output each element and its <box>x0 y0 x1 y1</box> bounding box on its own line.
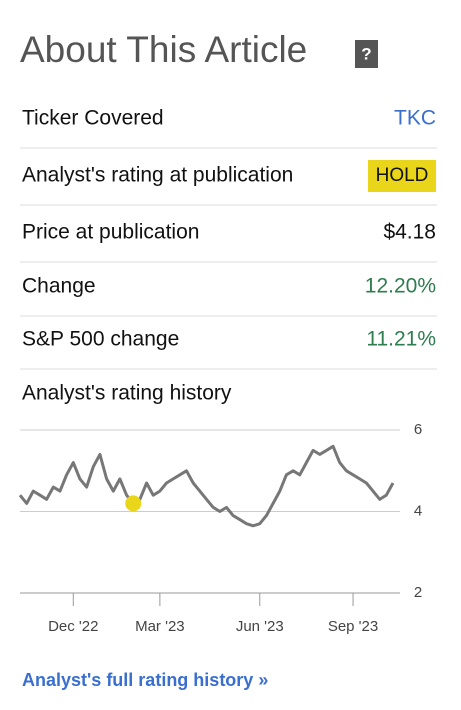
help-icon[interactable] <box>355 40 378 68</box>
row-label: S&P 500 change <box>22 328 179 351</box>
rating-line <box>18 444 395 528</box>
y-tick-label: 6 <box>414 421 422 438</box>
chart-title: Analyst's rating history <box>22 382 232 405</box>
y-tick-label: 2 <box>414 584 422 601</box>
row-value: 11.21% <box>366 328 436 351</box>
row-value: HOLD <box>376 165 429 186</box>
x-tick-label: Mar '23 <box>135 618 185 635</box>
rating-badge <box>368 160 436 192</box>
x-tick-label: Jun '23 <box>236 618 284 635</box>
row-label: Price at publication <box>22 221 199 244</box>
row-value: TKC <box>394 107 436 130</box>
y-tick-label: 4 <box>414 502 422 519</box>
help-icon-glyph: ? <box>361 44 371 63</box>
rating-history-link[interactable]: Analyst's full rating history » <box>22 670 268 690</box>
x-tick-label: Sep '23 <box>328 618 378 635</box>
row-label: Change <box>22 275 96 298</box>
row-label: Ticker Covered <box>22 107 164 130</box>
title: About This Article <box>20 29 307 70</box>
row-label: Analyst's rating at publication <box>22 164 293 187</box>
rating-marker <box>125 495 142 512</box>
row-value: $4.18 <box>383 221 436 244</box>
row-value: 12.20% <box>365 275 436 298</box>
x-tick-label: Dec '22 <box>48 618 98 635</box>
